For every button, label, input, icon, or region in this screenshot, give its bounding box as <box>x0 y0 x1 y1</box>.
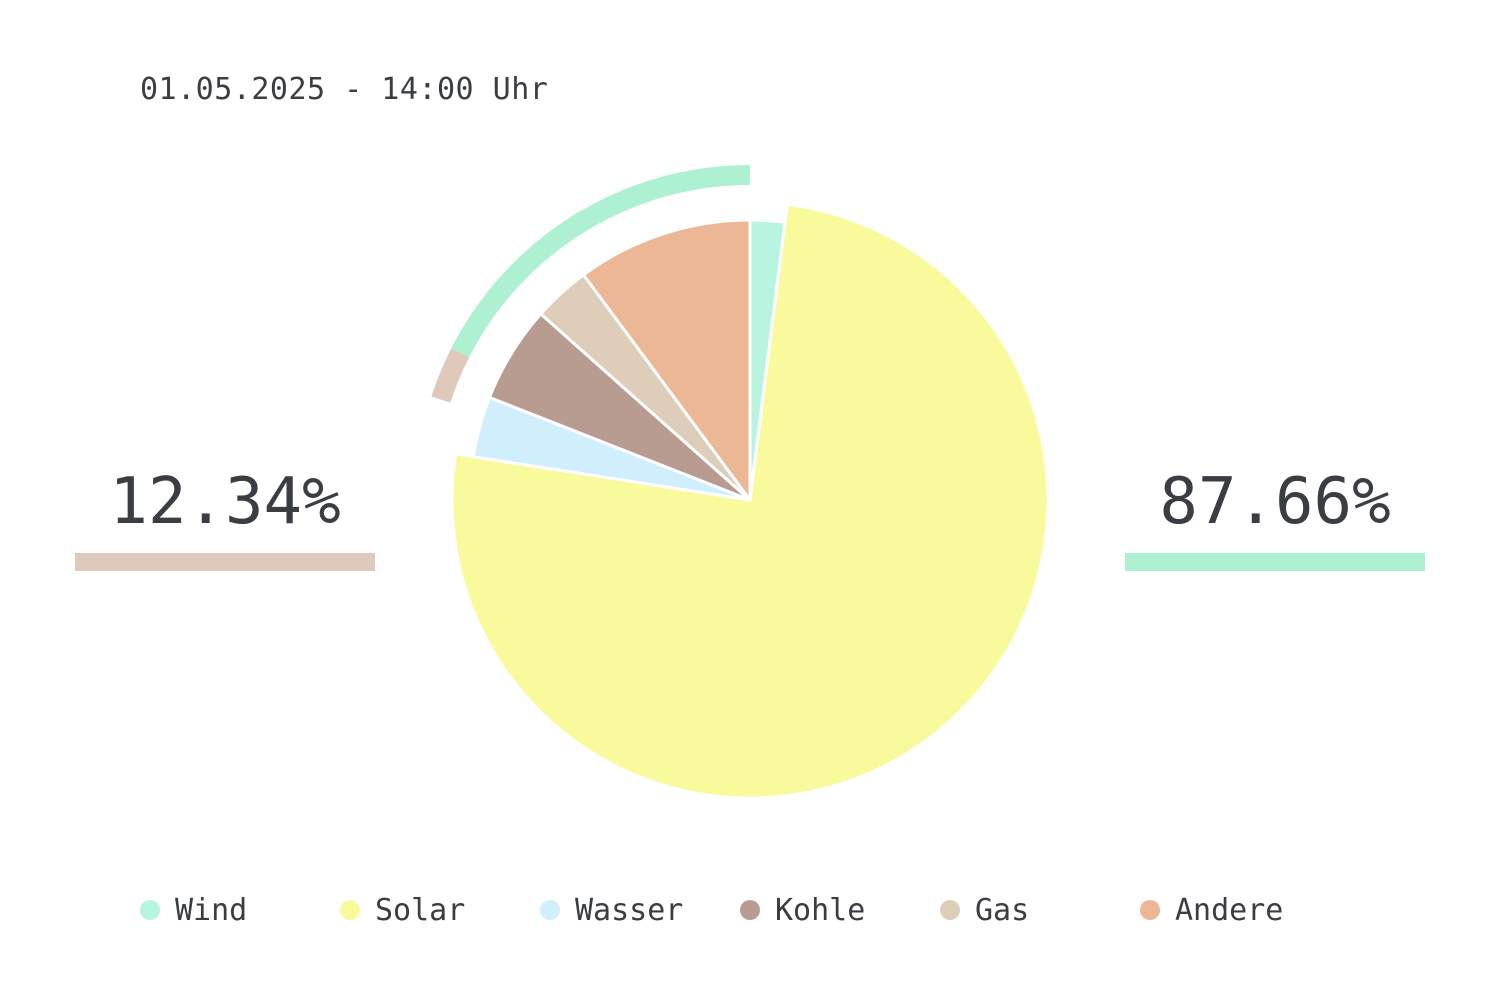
legend-label: Wasser <box>575 892 684 928</box>
legend-label: Kohle <box>775 892 866 928</box>
legend-item-wasser: Wasser <box>540 890 683 930</box>
legend-item-andere: Andere <box>1140 890 1283 930</box>
non-renewable-bar <box>75 553 375 571</box>
legend-item-solar: Solar <box>340 890 465 930</box>
legend: Wind Solar Wasser Kohle Gas Andere <box>0 890 1500 930</box>
legend-item-kohle: Kohle <box>740 890 865 930</box>
legend-swatch <box>540 900 560 920</box>
renewable-percentage: 87.66% <box>1159 465 1391 539</box>
legend-swatch <box>940 900 960 920</box>
legend-item-gas: Gas <box>940 890 1029 930</box>
legend-swatch <box>740 900 760 920</box>
legend-label: Wind <box>175 892 248 928</box>
pie-slice-andere <box>582 218 752 502</box>
legend-label: Andere <box>1175 892 1284 928</box>
legend-label: Solar <box>375 892 466 928</box>
legend-swatch <box>340 900 360 920</box>
legend-item-wind: Wind <box>140 890 247 930</box>
timestamp: 01.05.2025 - 14:00 Uhr <box>140 72 549 107</box>
ring-segment-non-renewable <box>431 348 470 403</box>
legend-swatch <box>1140 900 1160 920</box>
non-renewable-percentage: 12.34% <box>109 465 341 539</box>
legend-label: Gas <box>975 892 1030 928</box>
renewable-bar <box>1125 553 1425 571</box>
legend-swatch <box>140 900 160 920</box>
ring-segment-renewable <box>451 165 751 358</box>
